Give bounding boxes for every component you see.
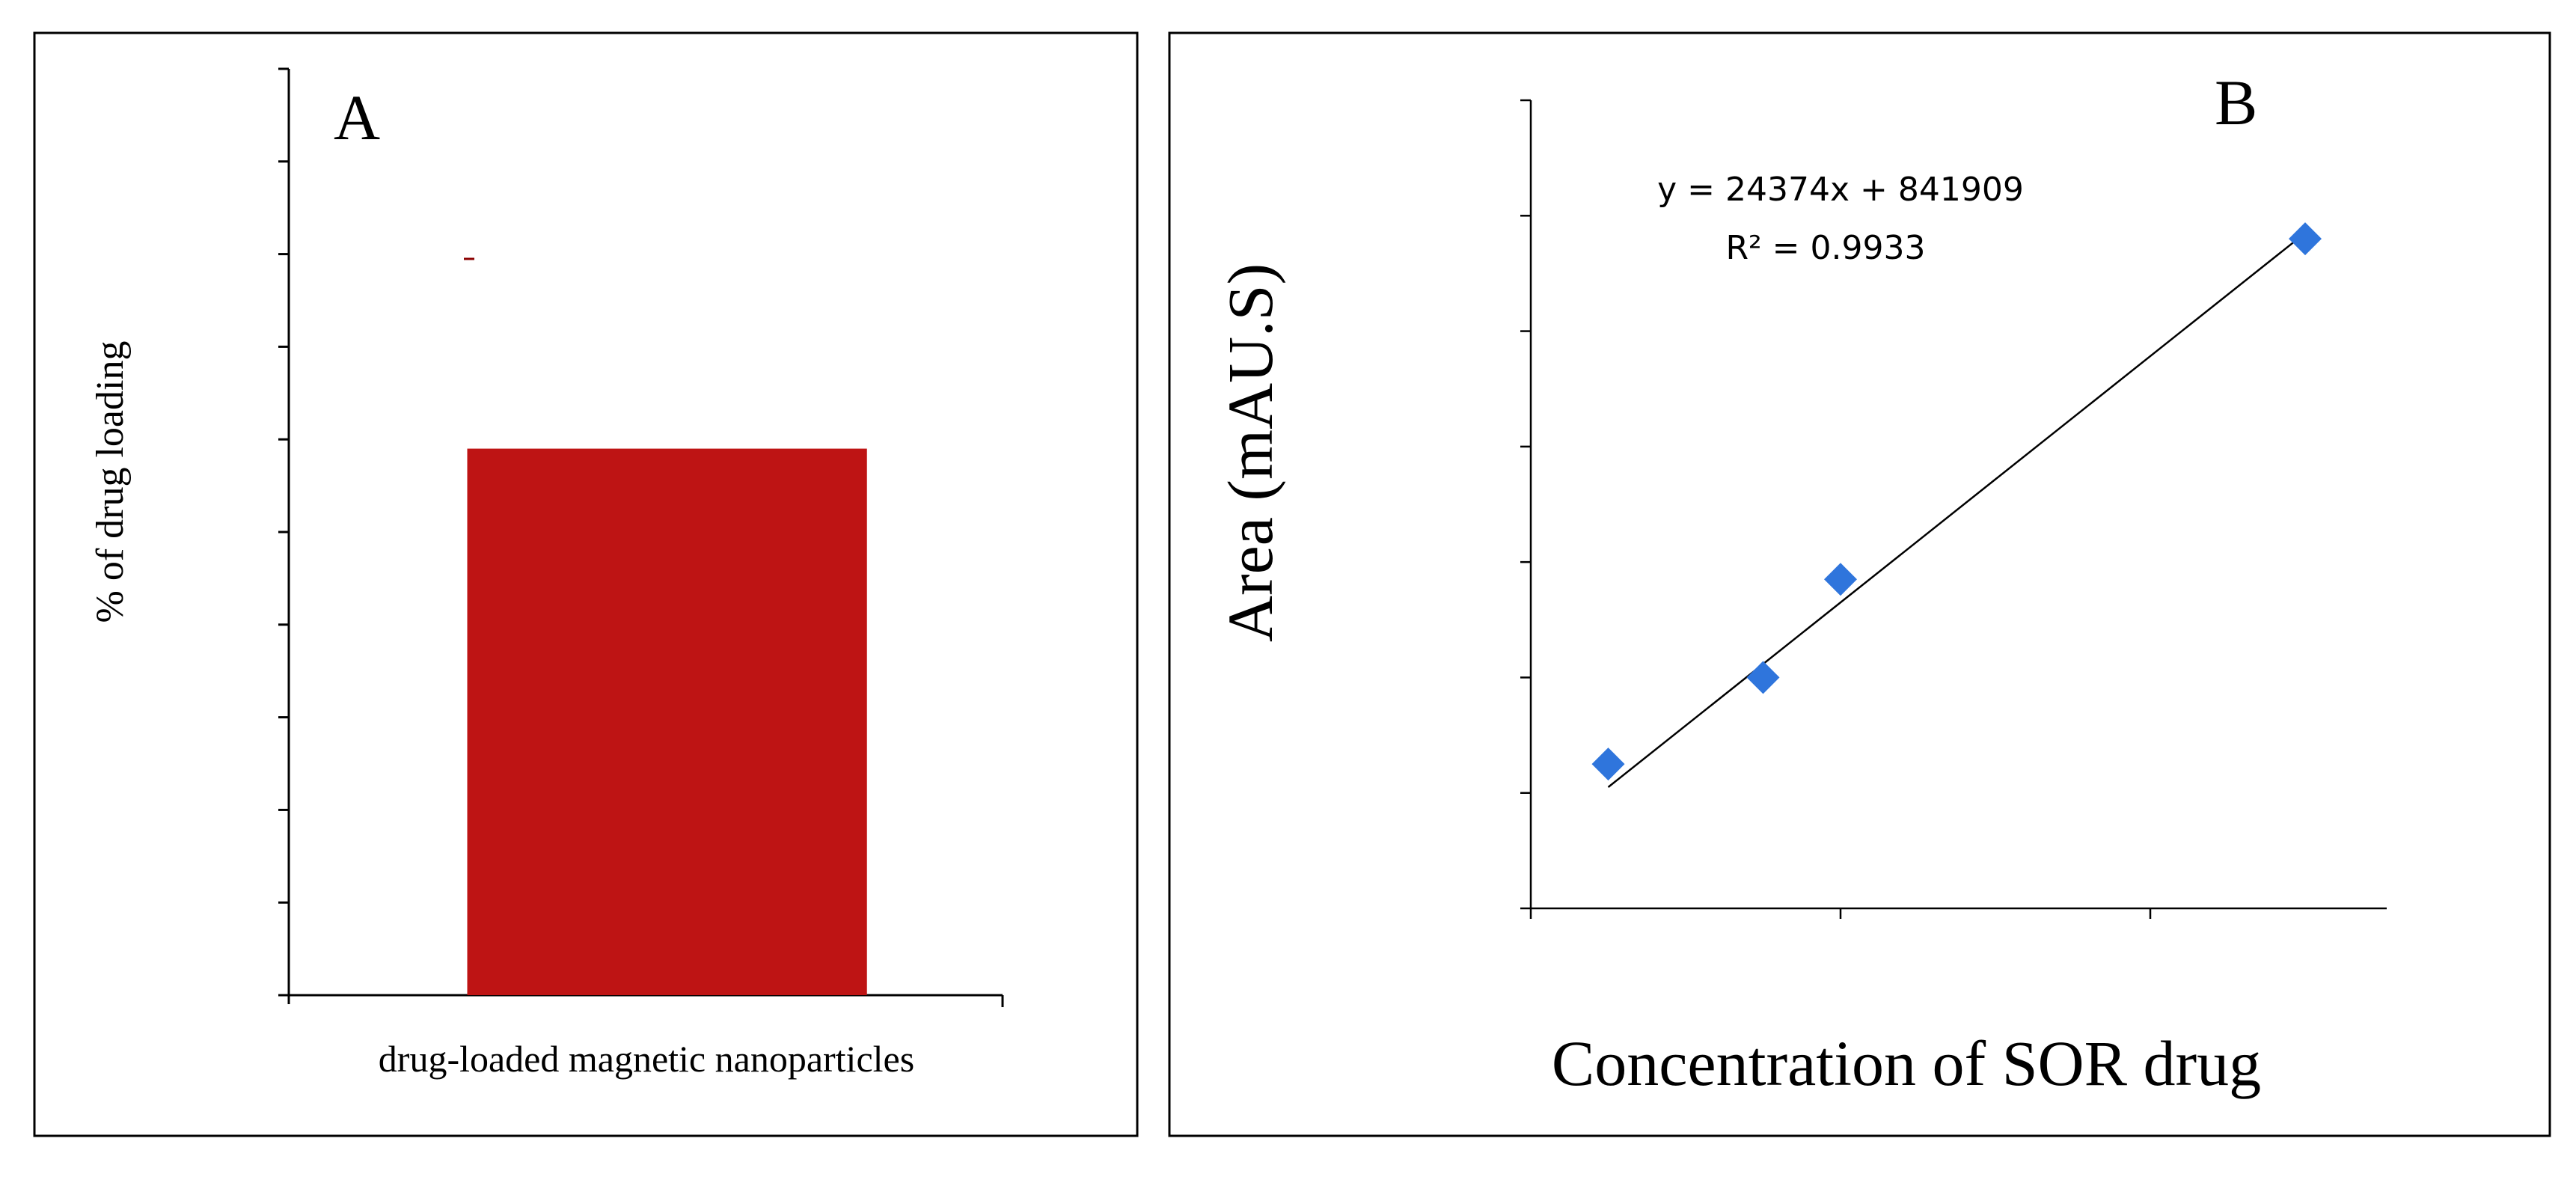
panel-b-plot [1520, 99, 2387, 919]
scatter-point-2 [1824, 563, 1857, 596]
panel-a-x-axis-label: drug-loaded magnetic nanoparticles [379, 1038, 914, 1080]
panel-b-frame [1168, 31, 2551, 1137]
scatter-point-3 [2289, 222, 2322, 256]
panel-a-y-axis-label: % of drug loading [89, 341, 132, 623]
panel-b-label: B [2215, 67, 2257, 138]
panel-b-y-axis-label: Area (mAU.S) [1214, 263, 1286, 642]
panel-a-label: A [334, 82, 380, 153]
bar-0 [467, 448, 867, 995]
trendline [1607, 232, 2306, 788]
trendline-equation: y = 24374x + 841909 [1657, 171, 2024, 209]
panel-b-x-axis-label: Concentration of SOR drug [1552, 1027, 2261, 1099]
trendline-r2: R² = 0.9933 [1725, 229, 1925, 267]
scatter-point-0 [1591, 748, 1625, 781]
panel-a-plot [278, 67, 1004, 1007]
scatter-point-1 [1746, 661, 1780, 694]
